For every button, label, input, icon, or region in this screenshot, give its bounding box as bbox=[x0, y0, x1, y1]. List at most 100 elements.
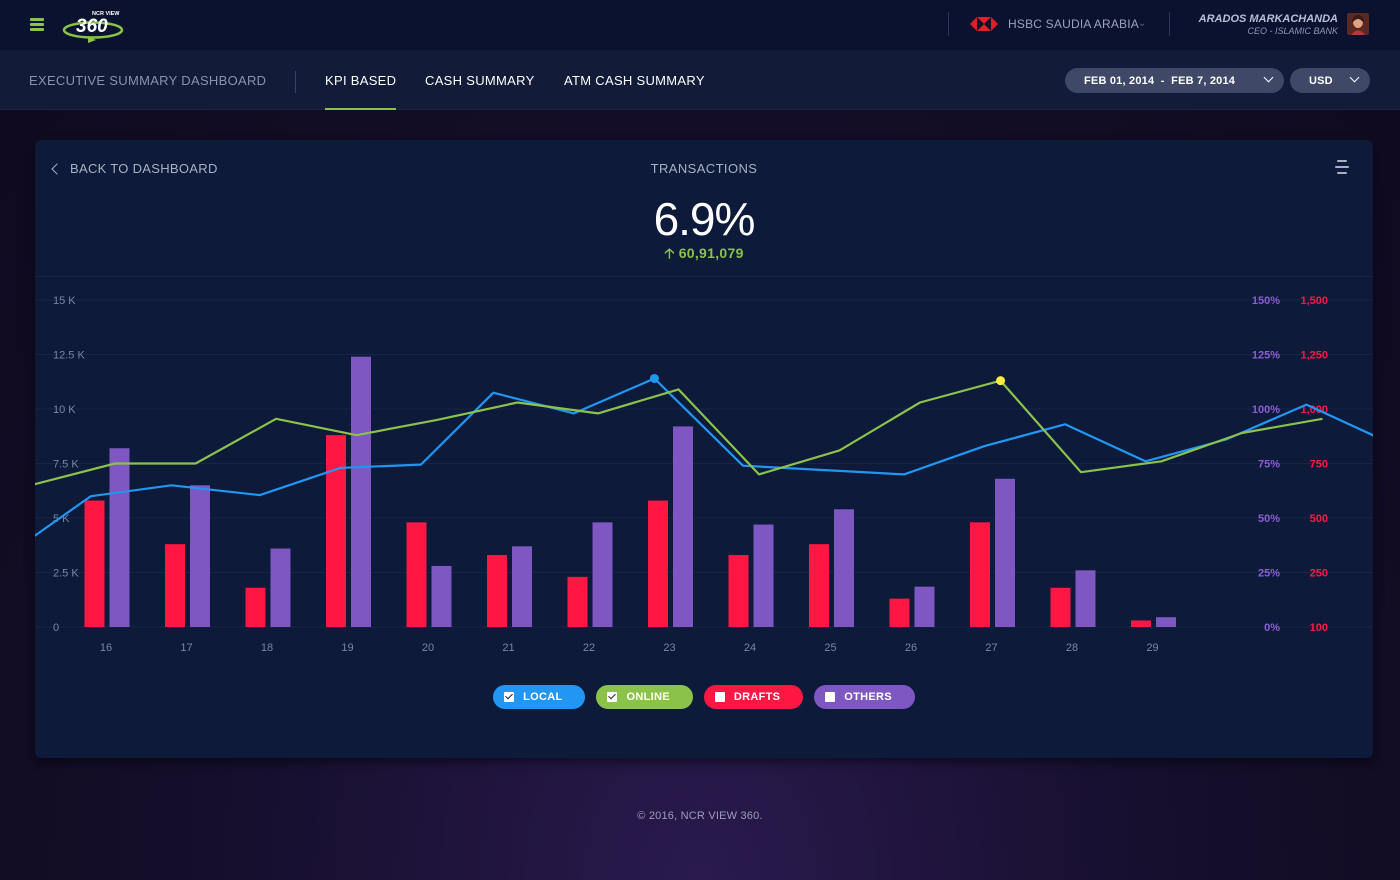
y-axis-tick-label: 5 K bbox=[53, 513, 70, 525]
legend-checkbox[interactable] bbox=[714, 692, 725, 702]
tab-atm-cash-summary[interactable]: ATM CASH SUMMARY bbox=[564, 73, 705, 88]
hamburger-menu-icon[interactable] bbox=[30, 18, 44, 32]
bar-others bbox=[351, 356, 371, 627]
legend-checkbox[interactable] bbox=[607, 692, 618, 702]
right-axis-pct-label: 75% bbox=[1258, 459, 1280, 471]
legend-label: LOCAL bbox=[523, 691, 563, 703]
bar-drafts bbox=[84, 500, 105, 627]
currency-select[interactable]: USD bbox=[1290, 68, 1370, 93]
nav-bar: EXECUTIVE SUMMARY DASHBOARD KPI BASED CA… bbox=[0, 50, 1400, 110]
tab-cash-summary[interactable]: CASH SUMMARY bbox=[425, 73, 535, 88]
legend-checkbox[interactable] bbox=[504, 692, 515, 702]
line-online bbox=[35, 379, 1323, 486]
bar-drafts bbox=[1050, 587, 1071, 627]
x-axis-tick-label: 18 bbox=[261, 642, 273, 654]
right-axis-count-label: 1,250 bbox=[1300, 350, 1328, 362]
legend-label: DRAFTS bbox=[733, 691, 781, 703]
bar-others bbox=[592, 522, 613, 627]
right-axis-count-label: 1,500 bbox=[1300, 295, 1328, 307]
bar-drafts bbox=[567, 576, 588, 627]
date-range-select[interactable]: FEB 01, 2014 - FEB 7, 2014 bbox=[1065, 68, 1284, 93]
bar-drafts bbox=[648, 500, 668, 627]
line-point-local bbox=[649, 373, 659, 383]
bar-others bbox=[1156, 617, 1176, 627]
date-range-value: FEB 01, 2014 - FEB 7, 2014 bbox=[1084, 74, 1236, 87]
x-axis-tick-label: 16 bbox=[100, 642, 112, 654]
nav-divider bbox=[295, 71, 296, 93]
x-axis-tick-label: 28 bbox=[1066, 642, 1078, 654]
line-point-online bbox=[996, 376, 1006, 386]
bar-drafts bbox=[889, 598, 910, 627]
kpi-number: 6.9 bbox=[653, 193, 716, 245]
currency-value: USD bbox=[1309, 74, 1333, 87]
right-axis-pct-label: 50% bbox=[1258, 513, 1280, 525]
bar-others bbox=[834, 509, 854, 627]
bar-drafts bbox=[487, 555, 507, 627]
arrow-up-icon: 🡡 bbox=[664, 245, 675, 261]
right-axis-count-label: 100 bbox=[1310, 622, 1328, 634]
x-axis-tick-label: 19 bbox=[341, 642, 353, 654]
user-info[interactable]: ARADOS MARKACHANDA CEO - ISLAMIC BANK bbox=[1199, 13, 1338, 36]
bar-others bbox=[753, 524, 774, 627]
chart-title: TRANSACTIONS bbox=[650, 161, 758, 176]
chevron-down-icon bbox=[1263, 72, 1274, 83]
bar-others bbox=[914, 586, 935, 627]
x-axis-tick-label: 20 bbox=[422, 642, 434, 654]
right-axis-count-label: 250 bbox=[1310, 568, 1328, 580]
x-axis-tick-label: 25 bbox=[824, 642, 836, 654]
y-axis-tick-label: 12.5 K bbox=[53, 350, 85, 362]
legend-label: ONLINE bbox=[626, 691, 670, 703]
right-axis-count-label: 1,000 bbox=[1300, 404, 1328, 416]
bar-drafts bbox=[1131, 620, 1151, 627]
dashboard-title[interactable]: EXECUTIVE SUMMARY DASHBOARD bbox=[29, 73, 267, 88]
legend-local[interactable]: LOCAL bbox=[493, 685, 586, 709]
avatar[interactable] bbox=[1347, 13, 1369, 35]
chart-menu-icon[interactable] bbox=[1335, 160, 1349, 174]
logo-big-text: 360 bbox=[76, 16, 108, 37]
y-axis-tick-label: 0 bbox=[53, 622, 59, 634]
top-bar: NCR VIEW 360 HSBC SAUDIA ARABIA ⌄ ARADOS… bbox=[0, 0, 1400, 50]
chart-divider bbox=[35, 276, 1373, 277]
right-axis-count-label: 500 bbox=[1310, 513, 1328, 525]
y-axis-tick-label: 7.5 K bbox=[53, 459, 79, 471]
tab-kpi-based[interactable]: KPI BASED bbox=[325, 73, 397, 110]
bar-drafts bbox=[245, 587, 266, 627]
x-axis-tick-label: 17 bbox=[180, 642, 192, 654]
logo-small-text: NCR VIEW bbox=[92, 11, 120, 17]
bar-drafts bbox=[406, 522, 427, 627]
x-axis-tick-label: 24 bbox=[744, 642, 756, 654]
kpi-unit: % bbox=[714, 193, 756, 245]
x-axis-tick-label: 21 bbox=[502, 642, 514, 654]
bar-others bbox=[431, 565, 452, 627]
bar-drafts bbox=[970, 522, 990, 627]
bar-others bbox=[270, 548, 291, 627]
chevron-down-icon bbox=[1349, 72, 1360, 83]
hsbc-logo-icon bbox=[970, 17, 998, 31]
legend-others[interactable]: OTHERS bbox=[814, 685, 915, 709]
bar-others bbox=[512, 546, 532, 627]
x-axis-tick-label: 22 bbox=[583, 642, 595, 654]
bank-chevron-down-icon[interactable]: ⌄ bbox=[1138, 18, 1147, 29]
bar-drafts bbox=[809, 544, 829, 627]
transactions-chart: 0 0% 100 2.5 K 25% 250 5 K 50% 500 7.5 K 75% 750 10 … bbox=[35, 295, 1373, 654]
bank-selector[interactable]: HSBC SAUDIA ARABIA bbox=[970, 16, 1139, 32]
legend-checkbox[interactable] bbox=[825, 692, 836, 702]
bar-drafts bbox=[728, 555, 749, 627]
legend-drafts[interactable]: DRAFTS bbox=[703, 685, 804, 709]
ncr-view-360-logo[interactable]: NCR VIEW 360 bbox=[62, 8, 126, 44]
bar-others bbox=[995, 478, 1015, 627]
topbar-divider bbox=[1169, 12, 1170, 36]
x-axis-tick-label: 27 bbox=[985, 642, 997, 654]
bar-drafts bbox=[326, 435, 346, 627]
footer-copyright: © 2016, NCR VIEW 360. bbox=[637, 810, 763, 822]
user-role: CEO - ISLAMIC BANK bbox=[1247, 26, 1338, 36]
user-name: ARADOS MARKACHANDA bbox=[1198, 13, 1338, 25]
back-to-dashboard-link[interactable]: BACK TO DASHBOARD bbox=[51, 161, 218, 176]
chart-legend: LOCAL ONLINE DRAFTS OTHERS bbox=[35, 685, 1373, 709]
y-axis-tick-label: 10 K bbox=[53, 404, 76, 416]
x-axis-tick-label: 29 bbox=[1146, 642, 1158, 654]
bank-name: HSBC SAUDIA ARABIA bbox=[1008, 17, 1139, 31]
right-axis-pct-label: 25% bbox=[1258, 568, 1280, 580]
right-axis-count-label: 750 bbox=[1310, 459, 1328, 471]
legend-online[interactable]: ONLINE bbox=[596, 685, 693, 709]
